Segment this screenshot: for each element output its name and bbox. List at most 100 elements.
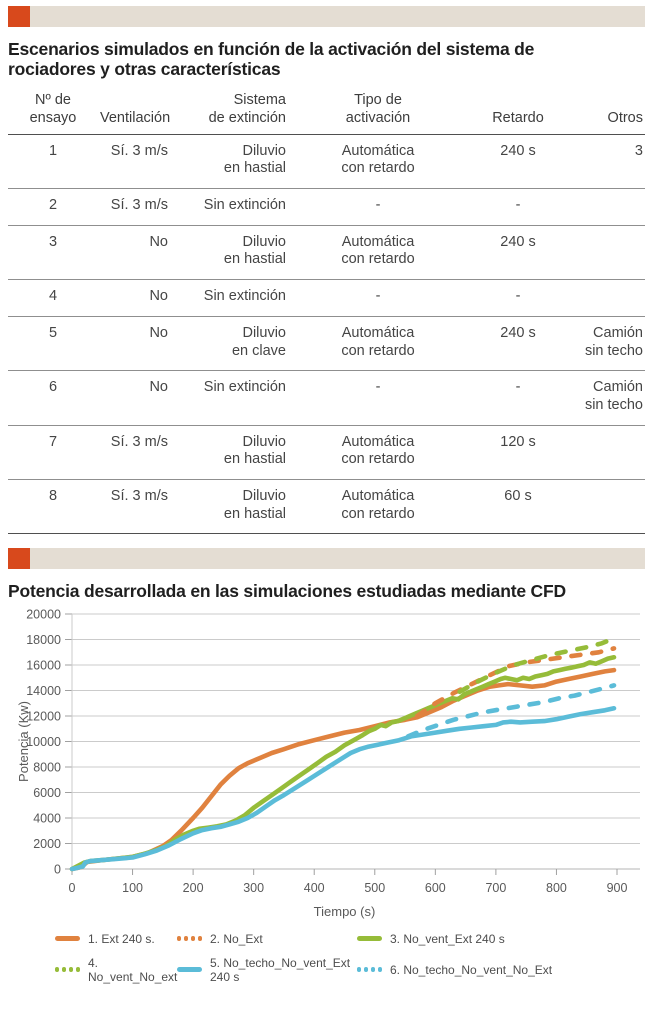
series-line-6 xyxy=(405,682,617,739)
table-cell: 4 xyxy=(48,288,58,305)
table-cell: Sin extinción xyxy=(203,197,286,214)
series-line-4 xyxy=(457,635,617,694)
legend-label: 6. No_techo_No_vent_No_Ext xyxy=(390,962,553,977)
cfd-power-chart: 0200040006000800010000120001400016000180… xyxy=(16,607,640,919)
series-line-5 xyxy=(69,705,617,871)
legend-label: 3. No_vent_Ext 240 s xyxy=(390,931,505,946)
table-cell: 120 s xyxy=(500,433,536,450)
column-header: Retardo xyxy=(492,110,544,127)
y-tick-label: 14000 xyxy=(26,684,61,698)
table-cell: - xyxy=(515,197,521,214)
legend-label: 4. No_vent_No_ext xyxy=(88,955,178,984)
legend-dash-segment xyxy=(55,967,59,973)
y-tick-label: 20000 xyxy=(26,607,61,621)
legend-item: 1. Ext 240 s. xyxy=(55,932,177,946)
table-cell: 7 xyxy=(48,433,58,450)
table-cell: Diluvio en clave xyxy=(231,324,286,359)
table-cell xyxy=(568,225,645,279)
table-cell: 6 xyxy=(48,379,58,396)
y-tick-label: 18000 xyxy=(26,633,61,647)
x-tick-label: 700 xyxy=(485,881,506,895)
table-row: 8 Sí. 3 m/s Diluvio en hastial Automática c… xyxy=(8,479,645,534)
series-line-1 xyxy=(69,667,617,871)
table-row: 5 No Diluvio en clave Automática con retard… xyxy=(8,316,645,371)
table-cell: Diluvio en hastial xyxy=(223,433,286,468)
x-tick-label: 0 xyxy=(69,881,76,895)
chart-legend: 1. Ext 240 s. 2. No_Ext 3. No_vent_Ext 240… xyxy=(55,932,653,984)
table-cell: Camión sin techo xyxy=(584,379,643,413)
table-cell: Diluvio en hastial xyxy=(223,142,286,177)
section-header-bar xyxy=(8,548,645,570)
legend-swatch-dashed-icon xyxy=(357,967,382,973)
legend-item: 3. No_vent_Ext 240 s xyxy=(357,932,653,946)
x-tick-label: 200 xyxy=(183,881,204,895)
legend-dash-segment xyxy=(177,936,181,942)
table-title: Escenarios simulados en función de la ac… xyxy=(8,39,535,80)
y-tick-label: 10000 xyxy=(26,735,61,749)
x-tick-label: 400 xyxy=(304,881,325,895)
table-cell: Automática con retardo xyxy=(341,324,415,359)
legend-dash-segment xyxy=(62,967,66,973)
accent-square-icon xyxy=(8,6,30,27)
table-cell: Diluvio en hastial xyxy=(223,487,286,522)
table-cell: - xyxy=(375,197,381,214)
table-cell: 3 xyxy=(634,142,643,159)
table-cell: No xyxy=(149,379,168,396)
table-cell: Diluvio en hastial xyxy=(223,233,286,268)
table-row: 7 Sí. 3 m/s Diluvio en hastial Automática c… xyxy=(8,425,645,480)
legend-item: 4. No_vent_No_ext xyxy=(55,956,177,984)
table-row: 2 Sí. 3 m/s Sin extinción - - xyxy=(8,189,645,226)
column-header: Sistema de extinción xyxy=(208,91,286,127)
column-header: Ventilación xyxy=(100,110,171,127)
x-tick-label: 900 xyxy=(607,881,628,895)
table-cell: - xyxy=(515,288,521,305)
table-cell: Sin extinción xyxy=(203,379,286,396)
legend-dash-segment xyxy=(191,936,195,942)
table-cell: Automática con retardo xyxy=(341,433,415,468)
legend-dash-segment xyxy=(371,967,375,973)
y-tick-label: 6000 xyxy=(33,786,61,800)
table-cell: 8 xyxy=(48,487,58,504)
legend-dash-segment xyxy=(198,936,202,942)
column-header: Otros xyxy=(607,110,643,127)
table-cell: No xyxy=(149,233,168,250)
legend-swatch-dashed-icon xyxy=(55,967,80,973)
table-cell: 240 s xyxy=(500,142,536,159)
section-header-bar xyxy=(8,6,645,27)
column-header: Tipo de activación xyxy=(345,91,411,127)
legend-swatch-dashed-icon xyxy=(177,936,202,942)
table-cell: - xyxy=(515,379,521,396)
page: Escenarios simulados en función de la ac… xyxy=(0,6,653,1030)
legend-dash-segment xyxy=(357,967,361,973)
table-cell: Sí. 3 m/s xyxy=(110,142,168,159)
table-section: Escenarios simulados en función de la ac… xyxy=(0,6,653,534)
legend-item: 5. No_techo_No_vent_Ext 240 s xyxy=(177,956,357,984)
section-bar-fill xyxy=(30,548,645,570)
y-tick-label: 4000 xyxy=(33,811,61,825)
legend-dash-segment xyxy=(69,967,73,973)
chart-section: Potencia desarrollada en las simulacione… xyxy=(0,548,653,984)
accent-square-icon xyxy=(8,548,30,570)
table-cell: Automática con retardo xyxy=(341,487,415,522)
legend-swatch-solid-icon xyxy=(177,967,202,973)
legend-swatch-solid-icon xyxy=(357,936,382,942)
table-cell xyxy=(568,425,645,479)
legend-item: 2. No_Ext xyxy=(177,932,357,946)
table-row: 3 No Diluvio en hastial Automática con reta… xyxy=(8,225,645,280)
x-axis-title: Tiempo (s) xyxy=(314,904,376,919)
table-cell: Automática con retardo xyxy=(341,142,415,177)
table-cell xyxy=(568,479,645,533)
x-tick-label: 100 xyxy=(122,881,143,895)
table-cell: 2 xyxy=(48,197,58,214)
table-cell: 240 s xyxy=(500,233,536,250)
y-tick-label: 2000 xyxy=(33,837,61,851)
scenarios-table: Nº de ensayo Ventilación Sistema de extinc… xyxy=(8,91,645,535)
table-cell: 5 xyxy=(48,324,58,341)
table-header: Nº de ensayo Ventilación Sistema de extinc… xyxy=(8,91,645,135)
table-cell: 60 s xyxy=(504,487,532,504)
y-tick-label: 8000 xyxy=(33,760,61,774)
legend-dash-segment xyxy=(76,967,80,973)
legend-label: 5. No_techo_No_vent_Ext 240 s xyxy=(210,955,351,984)
x-tick-label: 500 xyxy=(364,881,385,895)
table-cell: - xyxy=(375,379,381,396)
